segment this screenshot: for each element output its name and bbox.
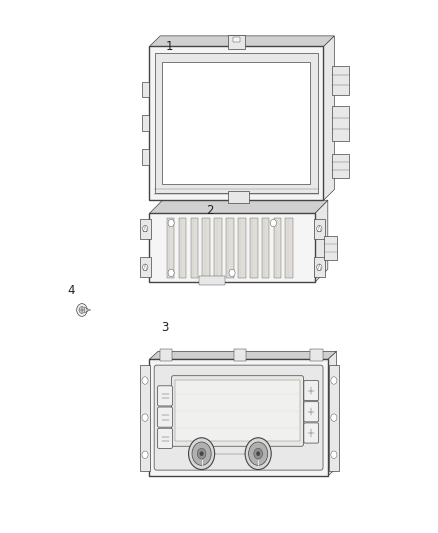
- Bar: [149, 359, 328, 476]
- Bar: [162, 62, 311, 184]
- Circle shape: [317, 225, 322, 232]
- Bar: [176, 381, 300, 441]
- Circle shape: [317, 264, 322, 270]
- Circle shape: [229, 269, 235, 277]
- Bar: [234, 349, 247, 361]
- Bar: [238, 217, 246, 278]
- Bar: [311, 349, 322, 361]
- Circle shape: [256, 451, 260, 456]
- Polygon shape: [149, 200, 328, 214]
- Bar: [141, 82, 149, 98]
- Bar: [332, 106, 349, 141]
- Circle shape: [79, 306, 85, 313]
- FancyBboxPatch shape: [304, 423, 319, 443]
- Bar: [314, 219, 325, 239]
- Polygon shape: [149, 351, 336, 359]
- FancyBboxPatch shape: [304, 402, 319, 422]
- Bar: [332, 66, 349, 95]
- Bar: [328, 365, 339, 471]
- Bar: [274, 217, 281, 278]
- Bar: [179, 217, 186, 278]
- Circle shape: [192, 442, 211, 465]
- FancyBboxPatch shape: [304, 381, 319, 401]
- Bar: [199, 276, 225, 285]
- Circle shape: [143, 264, 148, 270]
- Bar: [140, 365, 150, 471]
- Circle shape: [245, 438, 271, 470]
- Circle shape: [188, 438, 215, 470]
- Circle shape: [142, 414, 148, 421]
- Circle shape: [331, 414, 337, 421]
- Circle shape: [143, 225, 148, 232]
- Circle shape: [142, 377, 148, 384]
- Bar: [228, 35, 245, 49]
- Circle shape: [142, 451, 148, 458]
- Polygon shape: [149, 36, 334, 46]
- Bar: [140, 219, 151, 239]
- Polygon shape: [323, 36, 334, 200]
- Bar: [226, 217, 234, 278]
- Circle shape: [249, 442, 268, 465]
- Bar: [149, 214, 315, 282]
- Circle shape: [168, 219, 174, 227]
- Text: 2: 2: [207, 204, 214, 217]
- Circle shape: [197, 448, 206, 459]
- Bar: [191, 217, 198, 278]
- Circle shape: [168, 269, 174, 277]
- Bar: [141, 115, 149, 131]
- Circle shape: [254, 448, 262, 459]
- Bar: [155, 53, 318, 193]
- Bar: [167, 217, 174, 278]
- FancyBboxPatch shape: [158, 407, 173, 427]
- Bar: [324, 236, 336, 260]
- Text: 1: 1: [165, 40, 173, 53]
- Circle shape: [200, 451, 203, 456]
- Bar: [262, 217, 269, 278]
- FancyBboxPatch shape: [172, 376, 304, 446]
- Bar: [233, 37, 240, 43]
- Bar: [214, 217, 222, 278]
- Bar: [228, 191, 250, 203]
- Circle shape: [331, 451, 337, 458]
- Bar: [141, 149, 149, 165]
- Circle shape: [270, 219, 276, 227]
- Bar: [332, 155, 349, 179]
- Text: 4: 4: [67, 284, 75, 297]
- FancyBboxPatch shape: [158, 386, 173, 406]
- Bar: [149, 46, 323, 200]
- Circle shape: [77, 304, 87, 317]
- Bar: [250, 217, 258, 278]
- Circle shape: [331, 377, 337, 384]
- FancyBboxPatch shape: [158, 428, 173, 448]
- Bar: [160, 349, 173, 361]
- Bar: [286, 217, 293, 278]
- Text: 3: 3: [161, 321, 168, 334]
- Bar: [140, 257, 151, 277]
- Polygon shape: [315, 200, 328, 282]
- Bar: [314, 257, 325, 277]
- FancyBboxPatch shape: [154, 365, 323, 470]
- Polygon shape: [328, 351, 336, 476]
- Bar: [202, 217, 210, 278]
